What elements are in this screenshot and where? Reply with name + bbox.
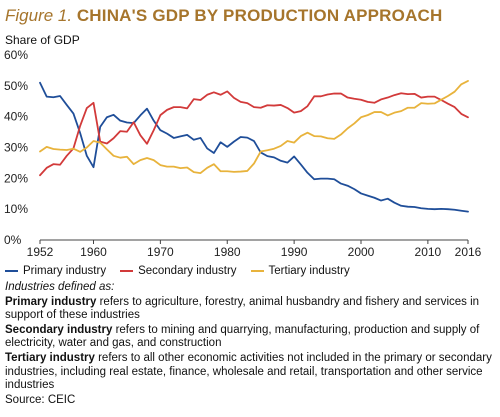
- definition-secondary: Secondary industry refers to mining and …: [5, 324, 493, 351]
- x-tick-label: 2010: [415, 245, 442, 259]
- definition-term-tertiary: Tertiary industry: [5, 351, 95, 364]
- legend-swatch-primary: [5, 270, 18, 272]
- definition-term-primary: Primary industry: [5, 295, 97, 308]
- legend-label-secondary: Secondary industry: [138, 265, 237, 277]
- y-tick-label: 30%: [4, 141, 28, 155]
- x-tick-label: 1960: [80, 245, 107, 259]
- definition-tertiary: Tertiary industry refers to all other ec…: [5, 352, 493, 393]
- y-tick-label: 60%: [4, 48, 28, 62]
- legend-swatch-tertiary: [250, 270, 264, 272]
- y-tick-label: 50%: [4, 79, 28, 93]
- series-line-tertiary: [39, 80, 469, 174]
- definitions-notes: Industries defined as: Primary industry …: [5, 281, 493, 407]
- x-tick-label: 1970: [147, 245, 174, 259]
- figure-label: Figure 1.: [5, 6, 73, 25]
- legend-item-tertiary: Tertiary industry: [250, 265, 350, 277]
- gdp-line-chart: 0% 10% 20% 30% 40% 50% 60% 1952 1960 1970 1980 1990…: [4, 48, 482, 259]
- figure-title: Figure 1. CHINA'S GDP BY PRODUCTION APPR…: [5, 6, 443, 26]
- definition-text-secondary: refers to mining and quarrying, manufact…: [5, 323, 480, 350]
- legend: Primary industry Secondary industry Tert…: [5, 265, 350, 277]
- axes: 0% 10% 20% 30% 40% 50% 60% 1952 1960 1970 1980 1990…: [4, 48, 482, 259]
- series-lines: [39, 80, 469, 213]
- y-tick-label: 20%: [4, 171, 28, 185]
- definition-primary: Primary industry refers to agriculture, …: [5, 296, 493, 323]
- definition-term-secondary: Secondary industry: [5, 323, 113, 336]
- legend-swatch-secondary: [120, 270, 134, 272]
- legend-item-secondary: Secondary industry: [120, 265, 237, 277]
- series-line-primary: [39, 81, 469, 213]
- source-note: Source: CEIC: [5, 393, 76, 406]
- x-tick-label: 2000: [348, 245, 375, 259]
- y-tick-label: 40%: [4, 110, 28, 124]
- y-tick-label: 10%: [4, 202, 28, 216]
- series-line-secondary: [39, 90, 469, 177]
- legend-label-tertiary: Tertiary industry: [268, 265, 350, 277]
- figure-main-title: CHINA'S GDP BY PRODUCTION APPROACH: [76, 6, 443, 25]
- legend-label-primary: Primary industry: [23, 265, 107, 277]
- x-tick-label: 1952: [27, 245, 54, 259]
- x-tick-label: 2016: [455, 245, 482, 259]
- notes-heading: Industries defined as:: [5, 281, 115, 293]
- x-tick-label: 1980: [214, 245, 241, 259]
- definition-text-primary: refers to agriculture, forestry, animal …: [5, 295, 480, 322]
- x-tick-label: 1990: [281, 245, 308, 259]
- legend-item-primary: Primary industry: [5, 265, 106, 277]
- y-tick-label: 0%: [4, 233, 22, 247]
- definition-text-tertiary: refers to all other economic activities …: [5, 351, 492, 392]
- y-axis-label: Share of GDP: [5, 33, 80, 47]
